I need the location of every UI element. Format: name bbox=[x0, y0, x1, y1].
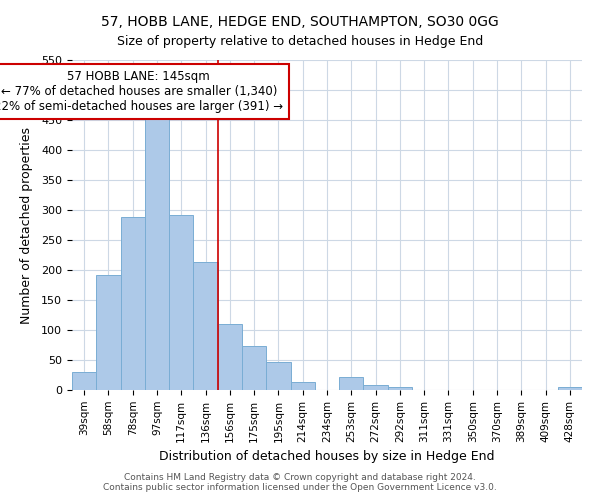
Bar bbox=[193, 262, 218, 390]
Text: Contains HM Land Registry data © Crown copyright and database right 2024.
Contai: Contains HM Land Registry data © Crown c… bbox=[103, 473, 497, 492]
Bar bbox=[169, 216, 193, 390]
Bar bbox=[218, 324, 242, 390]
Bar bbox=[364, 384, 388, 390]
Text: Size of property relative to detached houses in Hedge End: Size of property relative to detached ho… bbox=[117, 35, 483, 48]
Bar bbox=[72, 372, 96, 390]
Text: 57 HOBB LANE: 145sqm
← 77% of detached houses are smaller (1,340)
22% of semi-de: 57 HOBB LANE: 145sqm ← 77% of detached h… bbox=[0, 70, 283, 113]
X-axis label: Distribution of detached houses by size in Hedge End: Distribution of detached houses by size … bbox=[159, 450, 495, 463]
Bar bbox=[558, 387, 582, 390]
Text: 57, HOBB LANE, HEDGE END, SOUTHAMPTON, SO30 0GG: 57, HOBB LANE, HEDGE END, SOUTHAMPTON, S… bbox=[101, 15, 499, 29]
Bar bbox=[145, 114, 169, 390]
Y-axis label: Number of detached properties: Number of detached properties bbox=[20, 126, 33, 324]
Bar bbox=[339, 377, 364, 390]
Bar bbox=[290, 382, 315, 390]
Bar bbox=[266, 362, 290, 390]
Bar bbox=[388, 387, 412, 390]
Bar bbox=[121, 217, 145, 390]
Bar bbox=[96, 275, 121, 390]
Bar bbox=[242, 346, 266, 390]
